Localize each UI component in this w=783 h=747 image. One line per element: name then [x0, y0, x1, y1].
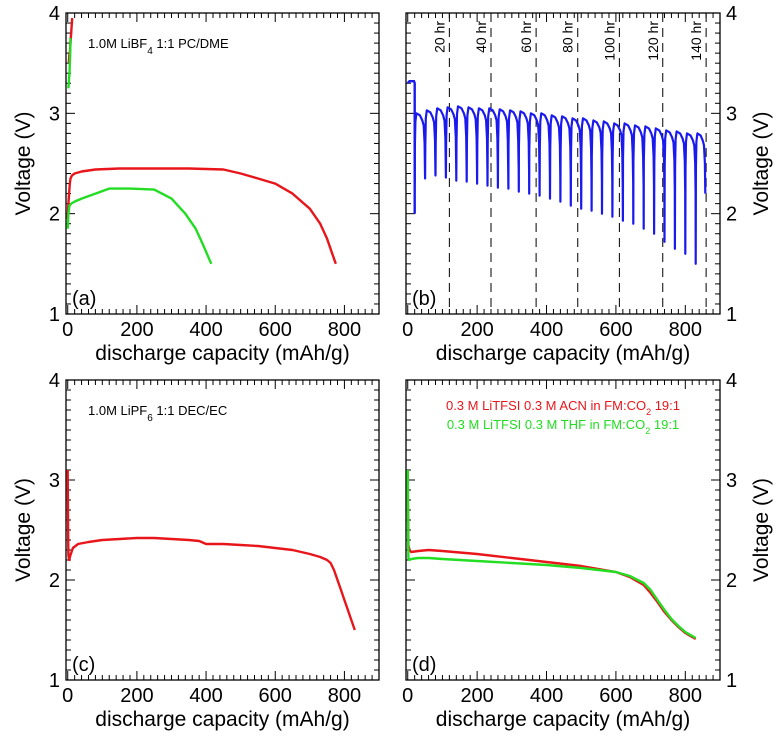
time-marker-label: 140 hr: [688, 21, 704, 61]
series-line-2: [406, 469, 697, 640]
plot-area: [66, 17, 337, 265]
series-line-1: [66, 167, 337, 265]
time-marker-label: 80 hr: [560, 21, 576, 53]
y-tick-label: 3: [726, 470, 737, 492]
y-tick-label: 2: [49, 570, 60, 592]
x-axis-title: discharge capacity (mAh/g): [95, 708, 349, 731]
x-tick-label: 800: [328, 685, 361, 707]
x-axis-title: discharge capacity (mAh/g): [436, 342, 690, 365]
series-line-3: [66, 187, 213, 265]
x-tick-label: 800: [669, 685, 702, 707]
y-tick-label: 4: [49, 370, 60, 392]
x-tick-label: 400: [530, 685, 563, 707]
y-tick-label: 1: [726, 304, 737, 326]
x-axis-title: discharge capacity (mAh/g): [95, 342, 349, 365]
panel-label: (d): [412, 654, 436, 676]
x-tick-label: 0: [402, 685, 413, 707]
plot-area: [66, 469, 356, 631]
time-marker-label: 40 hr: [473, 21, 489, 53]
x-tick-label: 400: [189, 685, 222, 707]
panel-label: (c): [72, 654, 95, 676]
y-tick-label: 2: [49, 204, 60, 226]
plot-frame: [65, 379, 380, 681]
x-tick-label: 400: [189, 319, 222, 341]
x-tick-label: 200: [120, 685, 153, 707]
series-line-1: [66, 469, 356, 631]
plot-area: [406, 469, 697, 641]
panel-d: 0 200 400 600 800 1 2 3 4 discharge capacity (mAh…: [402, 370, 773, 731]
time-marker-label: 20 hr: [431, 21, 447, 53]
y-tick-label: 3: [49, 103, 60, 125]
y-tick-label: 2: [726, 204, 737, 226]
x-tick-label: 600: [259, 685, 292, 707]
x-tick-label: 200: [120, 319, 153, 341]
y-axis-title: Voltage (V): [12, 478, 35, 582]
time-marker-label: 120 hr: [645, 21, 661, 61]
series-line-4: [67, 38, 72, 89]
plot-frame: [405, 12, 721, 315]
initial-ocv-line: [406, 79, 416, 214]
x-tick-label: 0: [62, 685, 73, 707]
x-axis-title: discharge capacity (mAh/g): [436, 708, 690, 731]
x-tick-label: 0: [402, 319, 413, 341]
time-marker-label: 100 hr: [601, 21, 617, 61]
y-tick-label: 1: [49, 670, 60, 692]
y-axis-title: Voltage (V): [12, 112, 35, 216]
y-tick-label: 1: [726, 670, 737, 692]
plot-frame: [65, 12, 380, 315]
pulse-discharge-line: [413, 105, 707, 265]
legend-entry-2: 0.3 M LiTFSI 0.3 M THF in FM:CO2 19:1: [447, 417, 679, 436]
panel-c: 0 200 400 600 800 1 2 3 4 discharge capacity (mAh…: [12, 370, 380, 731]
x-tick-label: 0: [62, 319, 73, 341]
panel-label: (b): [412, 288, 436, 310]
panel-a: 0 200 400 600 800 1 2 3 4 discharge capacity (mAh…: [12, 3, 380, 365]
x-tick-label: 200: [460, 319, 493, 341]
x-tick-label: 400: [530, 319, 563, 341]
x-tick-label: 800: [669, 319, 702, 341]
y-tick-label: 3: [726, 103, 737, 125]
plot-area: [406, 13, 707, 314]
time-marker-label: 60 hr: [518, 21, 534, 53]
electrolyte-annotation: 1.0M LiPF6 1:1 DEC/EC: [88, 403, 227, 424]
electrolyte-annotation: 1.0M LiBF4 1:1 PC/DME: [88, 36, 229, 57]
y-axis-title: Voltage (V): [750, 478, 773, 582]
y-tick-label: 2: [726, 570, 737, 592]
y-tick-label: 3: [49, 470, 60, 492]
x-tick-label: 600: [599, 319, 632, 341]
panel-label: (a): [72, 288, 96, 310]
legend-entry-1: 0.3 M LiTFSI 0.3 M ACN in FM:CO2 19:1: [446, 398, 680, 417]
y-axis-title: Voltage (V): [750, 112, 773, 216]
panel-b: 0 200 400 600 800 1 2 3 4 discharge capacity (mAh…: [402, 3, 773, 365]
x-tick-label: 600: [259, 319, 292, 341]
y-tick-label: 4: [726, 370, 737, 392]
series-line-1: [406, 469, 697, 641]
y-tick-label: 1: [49, 304, 60, 326]
x-tick-label: 800: [328, 319, 361, 341]
x-tick-label: 200: [460, 685, 493, 707]
y-tick-label: 4: [726, 3, 737, 25]
y-tick-label: 4: [49, 3, 60, 25]
x-tick-label: 600: [599, 685, 632, 707]
